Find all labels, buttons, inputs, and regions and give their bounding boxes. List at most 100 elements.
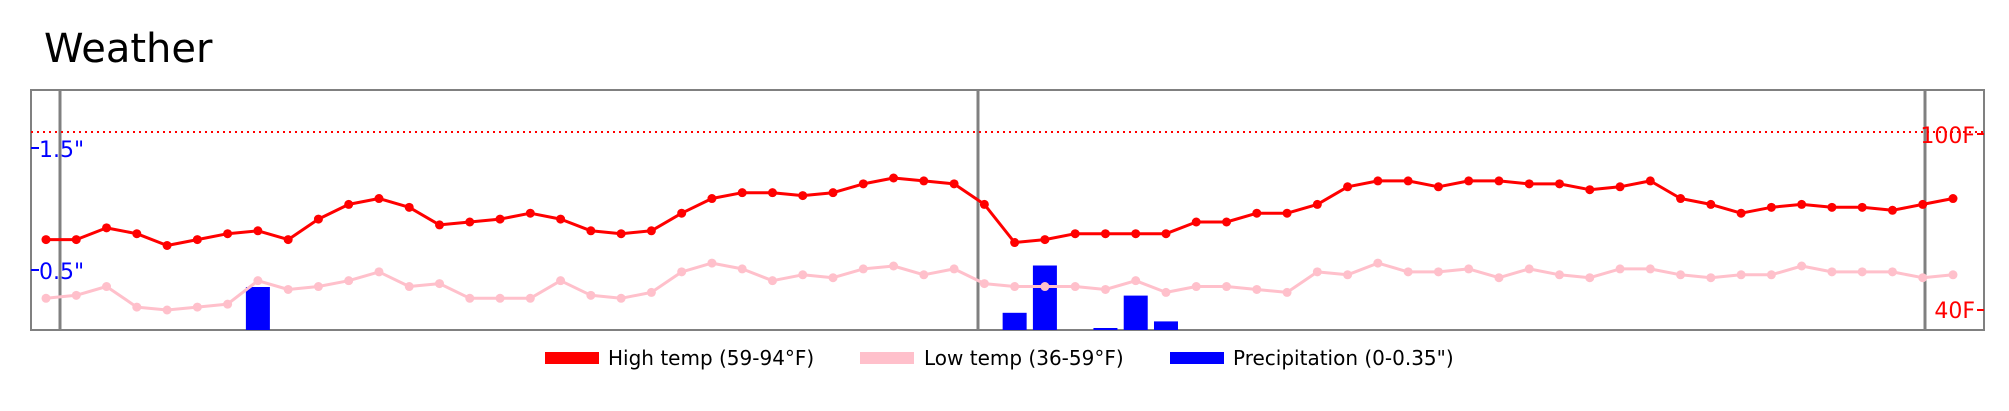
high-temp-point <box>1827 202 1837 212</box>
high-temp-point <box>828 188 838 198</box>
high-temp-point <box>737 188 747 198</box>
low-temp-point <box>41 293 51 303</box>
high-temp-point <box>1010 238 1020 248</box>
high-temp-point <box>1736 208 1746 218</box>
plot-area-frame <box>30 89 1985 331</box>
low-temp-point <box>192 302 202 312</box>
low-temp-point <box>1373 258 1383 268</box>
low-temp-point <box>616 293 626 303</box>
low-temp-point <box>1524 264 1534 274</box>
high-temp-point <box>1191 217 1201 227</box>
low-temp-point <box>1282 287 1292 297</box>
high-temp-point <box>556 214 566 224</box>
low-temp-point <box>1797 261 1807 271</box>
low-temp-point <box>1615 264 1625 274</box>
low-temp-point <box>495 293 505 303</box>
low-temp-point <box>223 299 233 309</box>
low-temp-point <box>1403 267 1413 277</box>
high-temp-point <box>1222 217 1232 227</box>
high-temp-point <box>374 194 384 204</box>
high-temp-point <box>1887 205 1897 215</box>
high-temp-point <box>71 235 81 245</box>
low-temp-point <box>525 293 535 303</box>
low-temp-point <box>1736 270 1746 280</box>
low-temp-point <box>1010 282 1020 292</box>
high-temp-point <box>525 208 535 218</box>
precip-bar <box>1093 328 1118 330</box>
high-temp-point <box>586 226 596 236</box>
low-temp-point <box>132 302 142 312</box>
low-temp-point <box>949 264 959 274</box>
low-temp-point <box>707 258 717 268</box>
high-temp-point <box>1464 176 1474 186</box>
high-temp-point <box>344 199 354 209</box>
low-temp-point <box>979 279 989 289</box>
high-temp-point <box>1040 235 1050 245</box>
high-temp-point <box>1343 182 1353 192</box>
low-temp-point <box>737 264 747 274</box>
high-temp-point <box>1645 176 1655 186</box>
low-temp-point <box>798 270 808 280</box>
low-temp-point <box>1252 284 1262 294</box>
high-temp-point <box>798 191 808 201</box>
low-temp-point <box>828 273 838 283</box>
high-temp-series <box>41 173 1958 250</box>
legend-label-high: High temp (59-94°F) <box>608 346 814 370</box>
low-temp-point <box>1766 270 1776 280</box>
date-dividers <box>58 90 1927 330</box>
temp-tick-label-40: 40F <box>1934 299 1975 324</box>
precip-bar <box>1123 295 1148 330</box>
high-temp-point <box>1766 202 1776 212</box>
high-temp-point <box>132 229 142 239</box>
high-temp-point <box>1161 229 1171 239</box>
high-temp-point <box>253 226 263 236</box>
high-temp-point <box>707 194 717 204</box>
low-temp-point <box>435 279 445 289</box>
precipitation-bars <box>245 265 1178 330</box>
high-temp-point <box>949 179 959 189</box>
chart-title: Weather <box>44 26 213 72</box>
precip-bar <box>1002 312 1027 330</box>
high-temp-point <box>41 235 51 245</box>
precip-tick-label-high: 1.5" <box>39 138 84 163</box>
legend-swatch-low <box>860 352 914 364</box>
low-temp-point <box>646 287 656 297</box>
low-temp-point <box>1645 264 1655 274</box>
high-temp-point <box>1918 199 1928 209</box>
high-temp-point <box>1312 199 1322 209</box>
high-temp-line <box>46 176 1954 247</box>
high-temp-point <box>1070 229 1080 239</box>
high-temp-point <box>979 199 989 209</box>
low-temp-point <box>1040 282 1050 292</box>
low-temp-point <box>858 264 868 274</box>
high-temp-point <box>889 173 899 183</box>
low-temp-point <box>1312 267 1322 277</box>
low-temp-point <box>162 305 172 315</box>
low-temp-point <box>1343 270 1353 280</box>
high-temp-point <box>313 214 323 224</box>
high-temp-point <box>919 176 929 186</box>
high-temp-point <box>404 202 414 212</box>
high-temp-point <box>1615 182 1625 192</box>
high-temp-point <box>1585 185 1595 195</box>
low-temp-point <box>677 267 687 277</box>
high-temp-point <box>192 235 202 245</box>
high-temp-point <box>1131 229 1141 239</box>
high-temp-point <box>1948 194 1958 204</box>
high-temp-point <box>616 229 626 239</box>
legend: High temp (59-94°F) Low temp (36-59°F) P… <box>545 346 1454 370</box>
low-temp-point <box>1676 270 1686 280</box>
low-temp-point <box>1554 270 1564 280</box>
low-temp-point <box>586 290 596 300</box>
high-temp-point <box>223 229 233 239</box>
low-temp-point <box>1191 282 1201 292</box>
low-temp-series <box>41 258 1958 315</box>
high-temp-point <box>102 223 112 233</box>
high-temp-point <box>162 240 172 250</box>
legend-label-precip: Precipitation (0-0.35") <box>1233 346 1454 370</box>
high-temp-point <box>1676 194 1686 204</box>
low-temp-point <box>1857 267 1867 277</box>
low-temp-point <box>283 284 293 294</box>
low-temp-point <box>1464 264 1474 274</box>
